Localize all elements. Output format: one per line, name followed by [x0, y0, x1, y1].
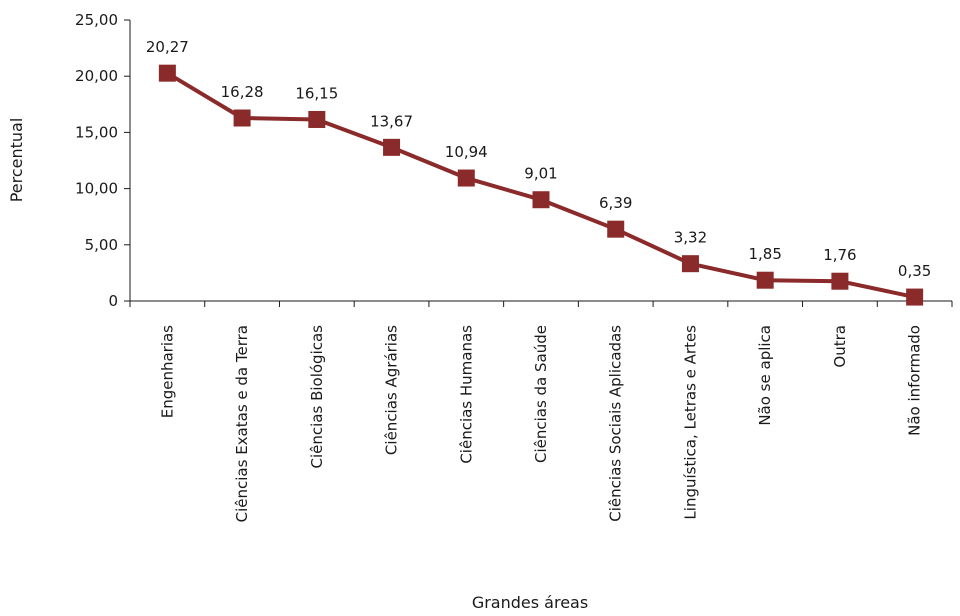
data-point-marker — [532, 191, 550, 209]
x-tick-label: Ciências Sociais Aplicadas — [607, 325, 625, 522]
data-label: 9,01 — [524, 165, 557, 183]
x-tick-label: Ciências da Saúde — [532, 325, 550, 463]
data-point-marker — [681, 255, 699, 273]
x-tick-label: Ciências Exatas e da Terra — [233, 325, 251, 522]
y-axis: 0 5,00 10,00 15,00 20,00 25,00 — [75, 11, 131, 310]
y-tick-label: 5,00 — [85, 236, 118, 254]
data-label: 0,35 — [898, 262, 931, 280]
data-label: 13,67 — [370, 112, 413, 130]
data-point-marker — [383, 138, 401, 156]
x-axis-title: Grandes áreas — [472, 593, 588, 612]
x-tick-label: Não se aplica — [756, 325, 774, 426]
data-labels: 20,27 16,28 16,15 13,67 10,94 9,01 6,39 3,32 1,8… — [146, 38, 931, 280]
data-label: 6,39 — [599, 194, 632, 212]
data-point-marker — [233, 109, 251, 127]
y-axis-title: Percentual — [7, 118, 26, 203]
data-label: 3,32 — [674, 229, 707, 247]
data-point-marker — [906, 288, 924, 306]
data-point-marker — [158, 64, 176, 82]
data-point-marker — [607, 220, 625, 238]
data-label: 1,76 — [823, 246, 856, 264]
y-tick-label: 25,00 — [75, 11, 118, 29]
data-point-marker — [308, 110, 326, 128]
data-point-marker — [831, 272, 849, 290]
series-line — [166, 71, 916, 300]
x-axis: Engenharias Ciências Exatas e da Terra Ciê… — [129, 300, 953, 522]
y-tick-label: 10,00 — [75, 180, 118, 198]
y-tick-label: 20,00 — [75, 67, 118, 85]
series-percentual — [158, 64, 924, 306]
x-tick-label: Engenharias — [158, 325, 176, 418]
y-tick-label: 15,00 — [75, 123, 118, 141]
data-point-marker — [457, 169, 475, 187]
data-label: 16,28 — [221, 83, 264, 101]
data-label: 1,85 — [748, 245, 781, 263]
x-tick-label: Ciências Agrárias — [383, 325, 401, 455]
data-point-marker — [756, 271, 774, 289]
x-tick-label: Ciências Biológicas — [308, 325, 326, 469]
x-tick-label: Linguística, Letras e Artes — [681, 325, 699, 520]
x-tick-label: Não informado — [906, 325, 924, 436]
x-tick-label: Outra — [831, 325, 849, 368]
data-label: 10,94 — [445, 143, 488, 161]
y-tick-label: 0 — [108, 292, 118, 310]
data-label: 16,15 — [295, 84, 338, 102]
x-tick-label: Ciências Humanas — [457, 325, 475, 464]
data-label: 20,27 — [146, 38, 189, 56]
